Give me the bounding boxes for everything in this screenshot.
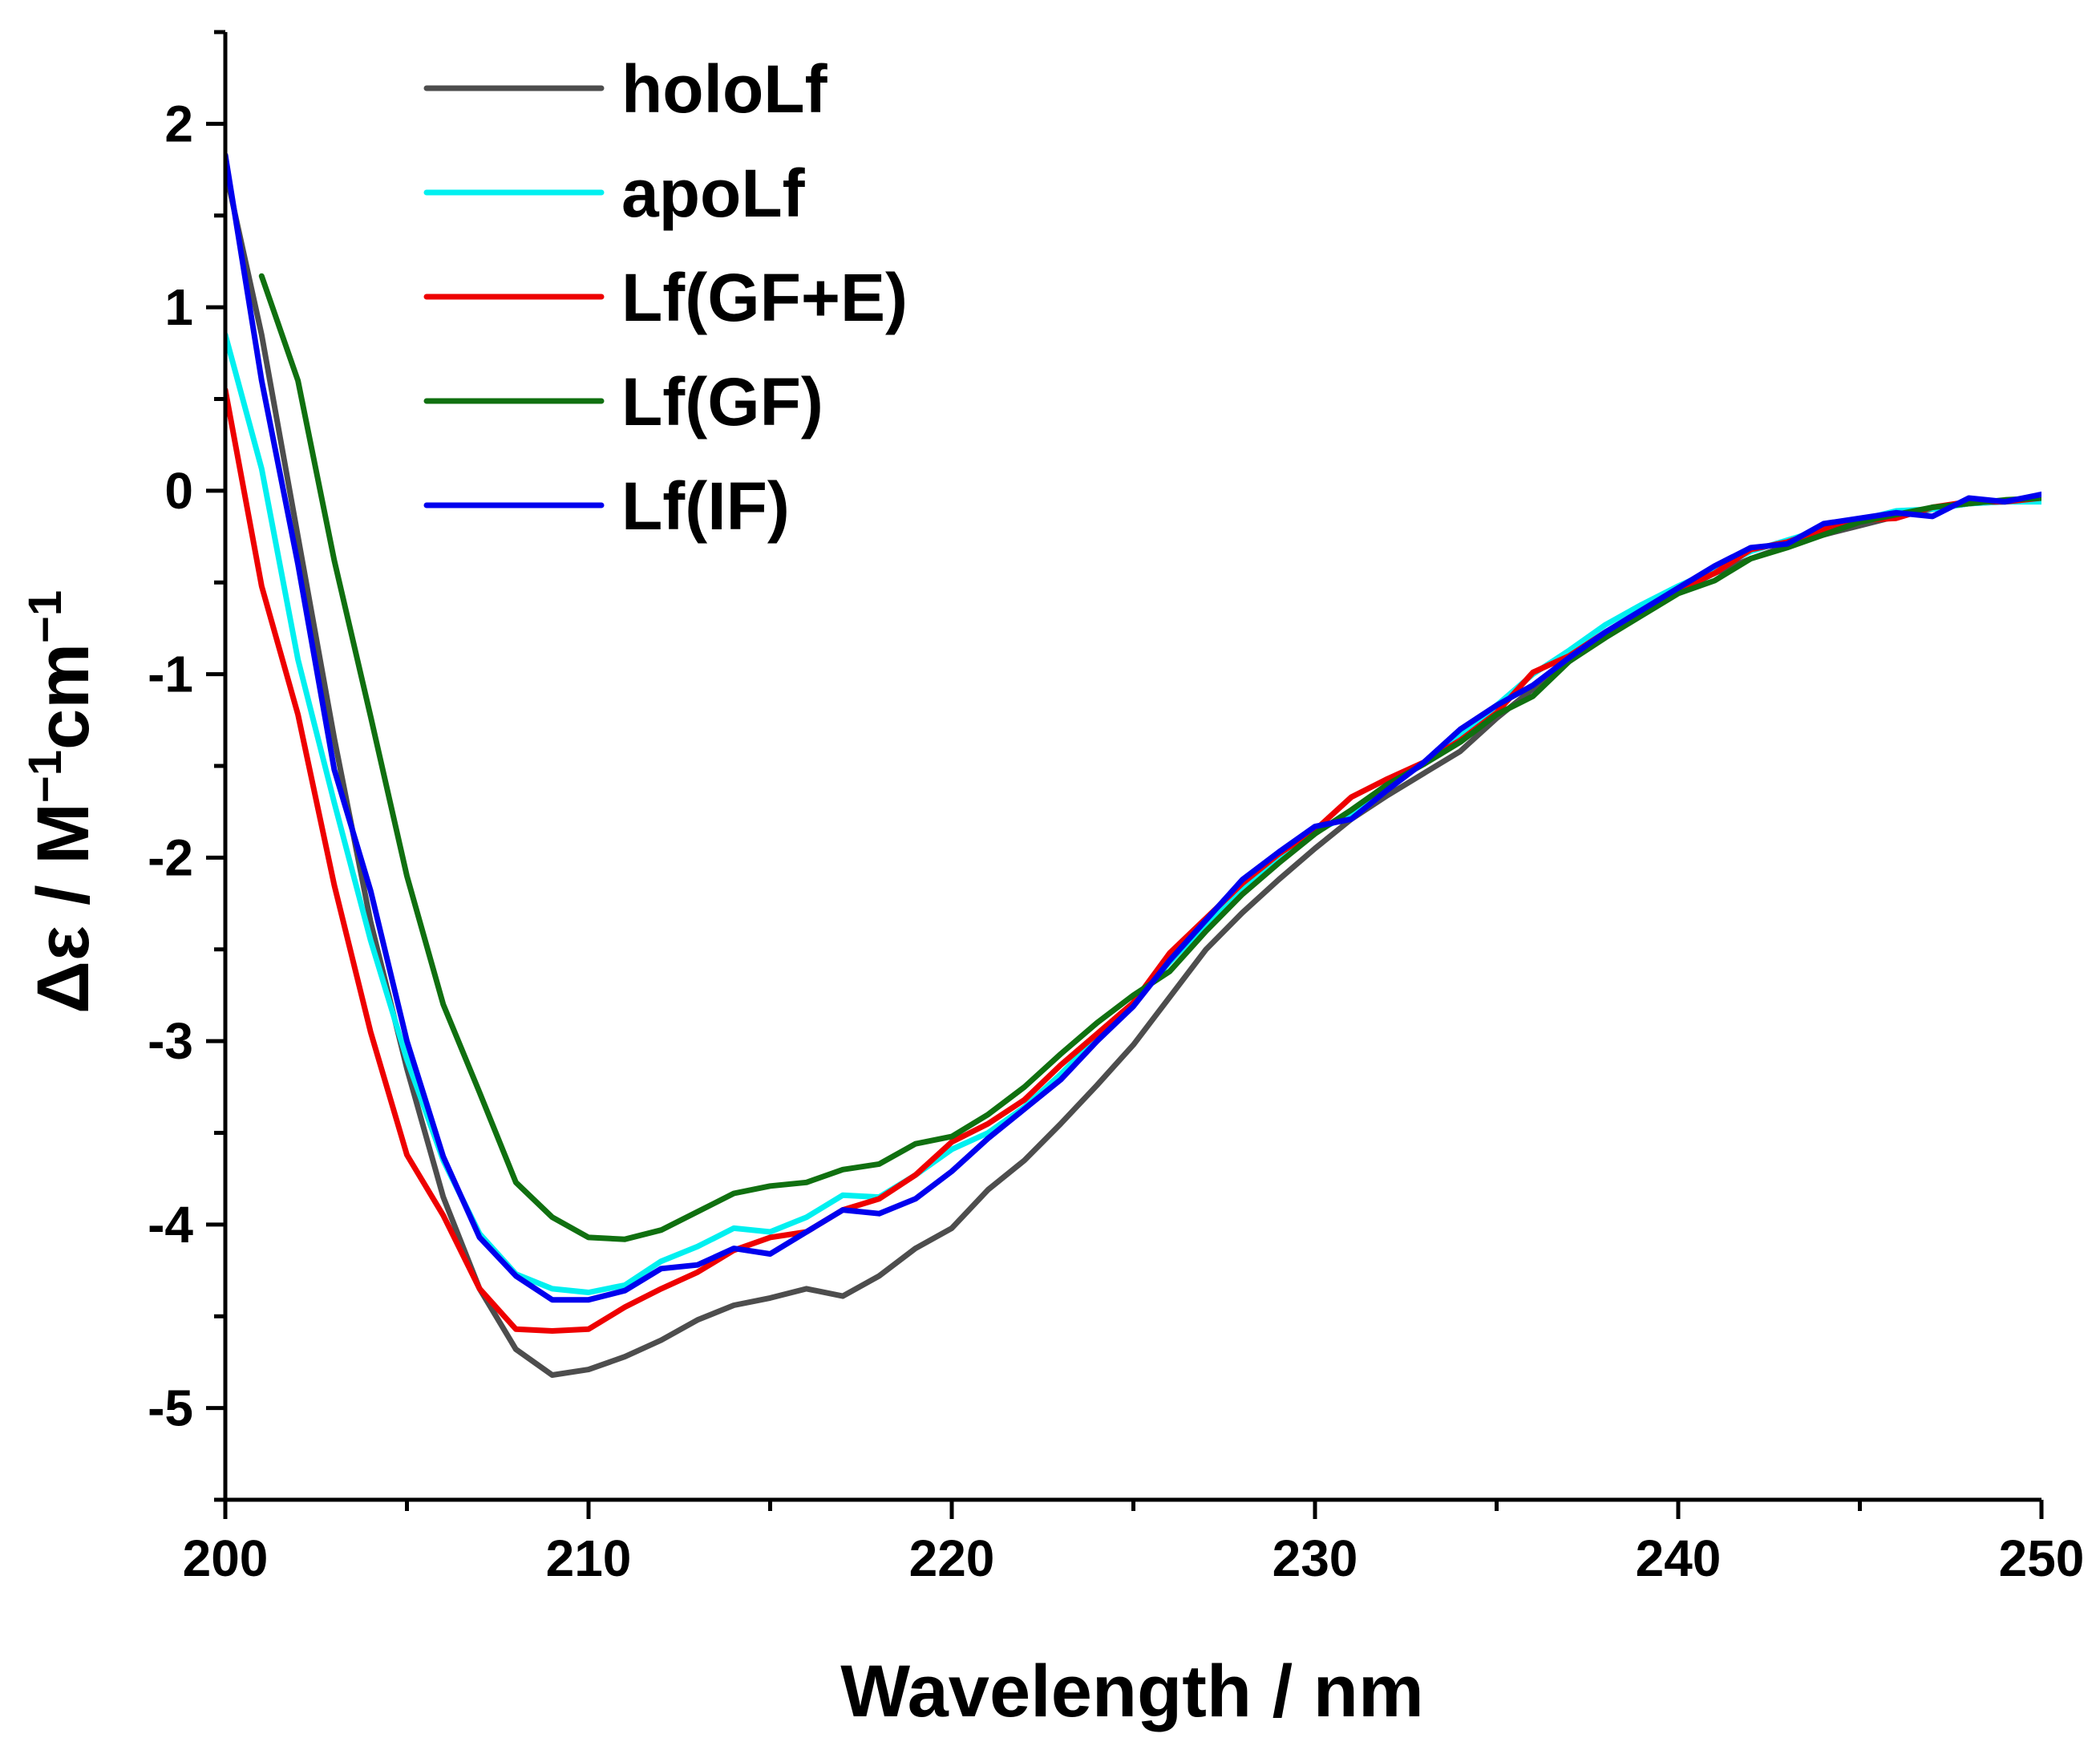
x-tick-label: 210 [546,1529,632,1587]
series-line-hololf [225,167,2041,1378]
y-axis-title-exp2: −1 [19,590,71,643]
axes [223,32,2041,1502]
y-tick-label: 1 [164,278,193,336]
y-tick-label: -5 [148,1379,193,1437]
legend-label: Lf(IF) [621,468,790,544]
x-axis-title: Wavelength / nm [840,1651,1424,1732]
y-axis-title-exp1: −1 [19,750,71,803]
x-tick-labels: 200 210 220 230 240 250 [183,1529,2085,1587]
series-line-lf-if [225,152,2041,1303]
tick-marks [206,30,2044,1519]
series-line-lf-gf-e [225,387,2041,1334]
x-tick-label: 240 [1636,1529,1722,1587]
y-tick-label: 2 [164,95,193,152]
y-axis-title-prefix: Δε / M [22,803,104,1014]
y-tick-label: 0 [164,462,193,520]
y-axis-title: Δε / M−1cm−1 [19,590,104,1014]
series-line-lf-gf [258,273,2041,1242]
series-line-apolf [225,331,2041,1295]
legend-label: Lf(GF) [621,364,823,440]
legend-label: holoLf [621,51,828,127]
x-tick-label: 220 [909,1529,995,1587]
y-tick-label: -2 [148,828,193,886]
y-tick-label: -1 [148,646,193,703]
x-tick-label: 230 [1273,1529,1358,1587]
y-tick-label: -3 [148,1012,193,1070]
y-axis-title-mid: cm [22,643,104,750]
x-tick-label: 200 [183,1529,269,1587]
legend: holoLf apoLf Lf(GF+E) Lf(GF) Lf(IF) [423,51,908,544]
legend-label: Lf(GF+E) [621,260,908,335]
legend-label: apoLf [621,156,806,231]
series-lines [225,152,2041,1378]
y-tick-labels: -5 -4 -3 -2 -1 0 1 2 [148,95,193,1436]
y-tick-label: -4 [148,1196,193,1254]
x-tick-label: 250 [1999,1529,2085,1587]
